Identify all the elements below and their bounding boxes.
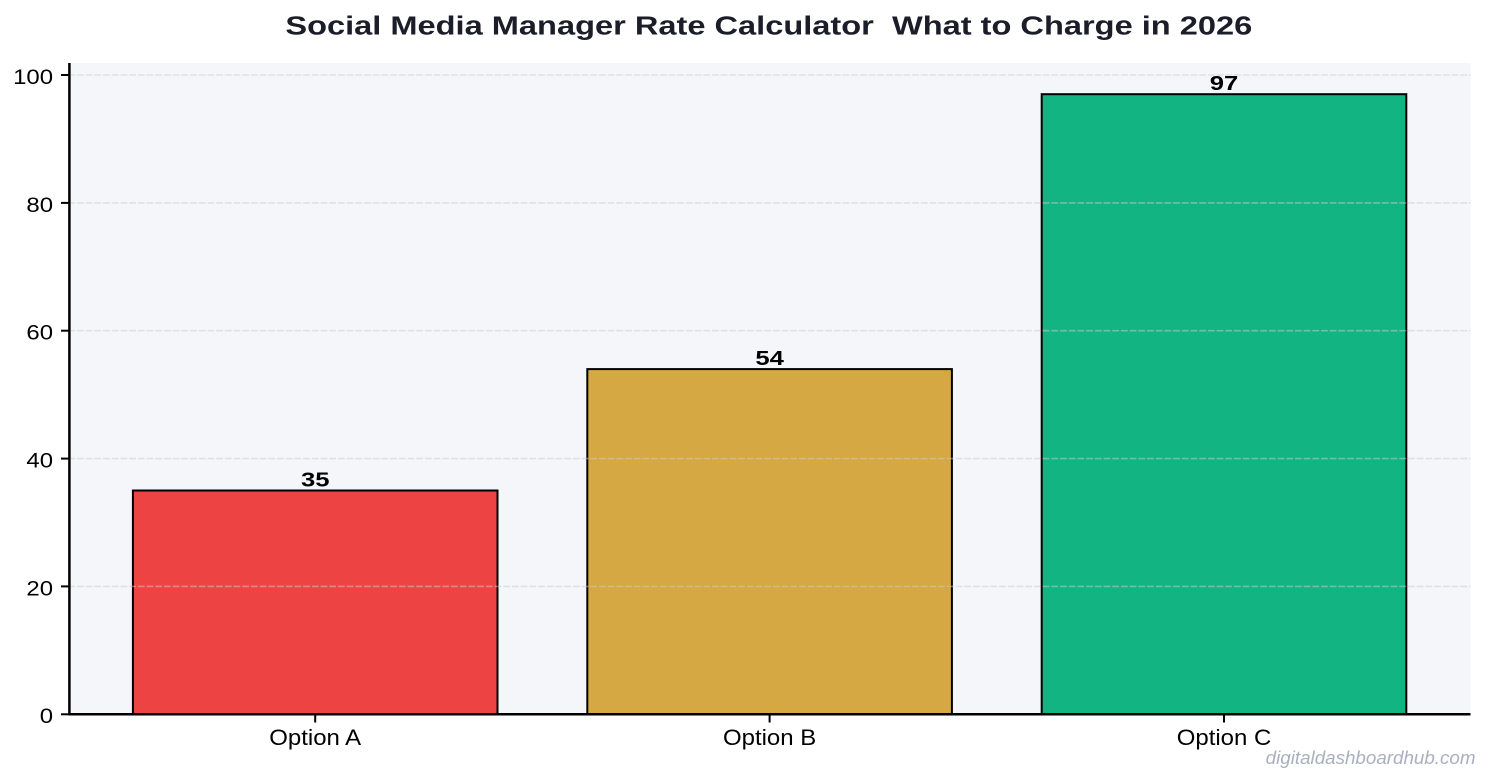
svg-text:40: 40 [26, 449, 53, 472]
svg-text:Option C: Option C [1177, 725, 1272, 750]
svg-text:54: 54 [755, 346, 784, 369]
svg-text:Social Media Manager Rate Calc: Social Media Manager Rate Calculator Wha… [285, 11, 1252, 40]
svg-text:Option B: Option B [723, 725, 816, 750]
svg-text:digitaldashboardhub.com: digitaldashboardhub.com [1266, 747, 1476, 768]
svg-text:20: 20 [26, 577, 53, 600]
svg-text:0: 0 [40, 705, 53, 728]
svg-text:60: 60 [26, 321, 53, 344]
svg-text:Option A: Option A [269, 725, 362, 750]
svg-text:100: 100 [13, 65, 53, 88]
svg-text:97: 97 [1210, 71, 1238, 94]
svg-text:35: 35 [301, 468, 330, 491]
svg-text:80: 80 [26, 193, 53, 216]
